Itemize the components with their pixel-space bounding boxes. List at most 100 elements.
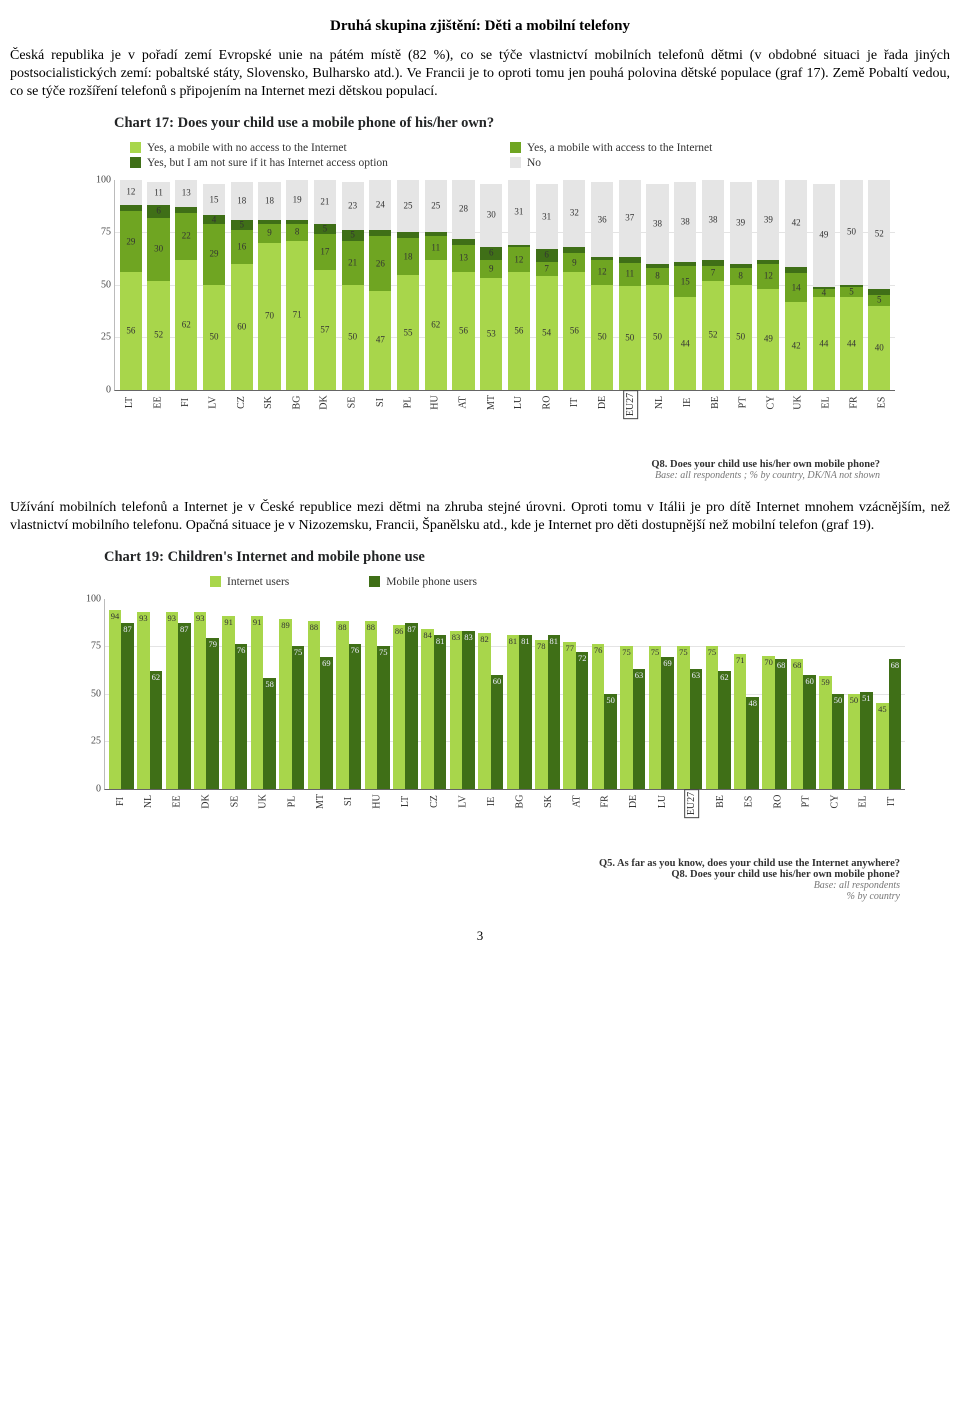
bar-value: 75 <box>622 648 631 657</box>
segment-value: 47 <box>376 336 385 345</box>
segment-value: 49 <box>764 335 773 344</box>
bar-group: 5950 <box>818 599 846 789</box>
y-tick-label: 25 <box>91 736 101 747</box>
bar-group: 8481 <box>420 599 448 789</box>
segment-value: 8 <box>738 272 743 281</box>
x-label-text: LT <box>400 795 411 806</box>
paragraph-2: Užívání mobilních telefonů a Internet je… <box>10 499 950 535</box>
bar-group: 8869 <box>306 599 334 789</box>
bar-value: 78 <box>537 642 546 651</box>
segment-value: 8 <box>655 272 660 281</box>
x-label: LU <box>648 796 677 836</box>
bar-segment-not_sure <box>757 260 779 264</box>
bar-mobile: 87 <box>178 623 191 788</box>
bar-segment-with_access: 21 <box>342 241 364 285</box>
bar-internet: 59 <box>819 676 832 788</box>
bar-value: 62 <box>152 673 161 682</box>
bar-segment-with_access: 11 <box>425 236 447 259</box>
bar-group: 9487 <box>107 599 135 789</box>
bar-column: 561328 <box>450 180 478 390</box>
bar-mobile: 75 <box>292 646 305 789</box>
x-label-text: EL <box>821 396 832 408</box>
bar-mobile: 58 <box>263 678 276 788</box>
x-label-text: EE <box>152 396 163 408</box>
chart17-footer-base: Base: all respondents ; % by country, DK… <box>60 470 880 481</box>
x-label-text: CY <box>829 794 840 808</box>
section-title: Druhá skupina zjištění: Děti a mobilní t… <box>10 18 950 35</box>
x-label: LV <box>449 796 478 836</box>
chart19-x-axis: FINLEEDKSEUKPLMTSIHULTCZLVIEBGSKATFRDELU… <box>104 796 908 836</box>
segment-value: 44 <box>847 339 856 348</box>
bar-internet: 83 <box>450 631 463 789</box>
legend-item: Yes, a mobile with access to the Interne… <box>510 142 850 154</box>
bar-segment-no: 42 <box>785 180 807 267</box>
segment-value: 39 <box>736 218 745 227</box>
segment-value: 56 <box>126 326 135 335</box>
x-label: BG <box>283 397 311 437</box>
x-label-text: RO <box>772 794 783 808</box>
bar-group: 8975 <box>278 599 306 789</box>
segment-value: 15 <box>210 195 219 204</box>
bar-internet: 75 <box>620 646 633 789</box>
segment-value: 17 <box>320 248 329 257</box>
bar-segment-not_sure <box>508 245 530 247</box>
bar-stack: 44550 <box>840 180 862 390</box>
segment-value: 9 <box>572 258 577 267</box>
segment-value: 36 <box>598 215 607 224</box>
bar-value: 81 <box>521 637 530 646</box>
x-label: FI <box>106 796 135 836</box>
x-label-text: BG <box>514 794 525 808</box>
bar-segment-not_sure <box>674 262 696 266</box>
x-label-text: CZ <box>236 396 247 409</box>
segment-value: 56 <box>570 326 579 335</box>
segment-value: 25 <box>431 202 440 211</box>
bar-stack: 421442 <box>785 180 807 390</box>
legend-item: Internet users <box>210 576 289 588</box>
bar-internet: 88 <box>365 621 378 788</box>
segment-value: 16 <box>237 242 246 251</box>
segment-value: 50 <box>653 333 662 342</box>
bar-value: 62 <box>720 673 729 682</box>
bar-value: 68 <box>793 661 802 670</box>
bar-value: 71 <box>736 656 745 665</box>
x-label: EU27 <box>677 796 706 836</box>
chart19-footer-q2: Q8. Does your child use his/her own mobi… <box>50 869 900 880</box>
segment-value: 53 <box>487 330 496 339</box>
chart-17: Chart 17: Does your child use a mobile p… <box>60 115 900 481</box>
bar-value: 87 <box>123 625 132 634</box>
bar-group: 8383 <box>448 599 476 789</box>
x-label-text: DE <box>597 396 608 409</box>
chart19-footer-base: Base: all respondents% by country <box>50 880 900 902</box>
x-label: FI <box>172 397 200 437</box>
bar-value: 60 <box>805 677 814 686</box>
bar-segment-with_access: 30 <box>147 218 169 281</box>
x-label-text: SK <box>263 396 274 409</box>
legend-swatch <box>510 157 521 168</box>
x-label-text: SE <box>229 795 240 807</box>
bar-internet: 45 <box>876 703 889 789</box>
bar-segment-no_access: 44 <box>674 297 696 389</box>
segment-value: 70 <box>265 312 274 321</box>
bar-segment-no_access: 50 <box>730 285 752 390</box>
bar-segment-no: 28 <box>452 180 474 239</box>
x-label-text: BE <box>710 396 721 409</box>
x-label-text: PT <box>801 795 812 807</box>
bar-segment-no_access: 56 <box>120 272 142 390</box>
segment-value: 12 <box>126 188 135 197</box>
x-label: LT <box>116 397 144 437</box>
bar-segment-no: 37 <box>619 180 641 257</box>
segment-value: 5 <box>323 225 328 234</box>
bar-internet: 77 <box>563 642 576 788</box>
segment-value: 29 <box>126 237 135 246</box>
segment-value: 30 <box>487 211 496 220</box>
bar-value: 81 <box>436 637 445 646</box>
bar-segment-with_access: 5 <box>840 287 862 298</box>
bar-segment-no_access: 44 <box>813 297 835 389</box>
bar-segment-not_sure <box>286 220 308 224</box>
x-label-text: DK <box>319 395 330 409</box>
x-label: LU <box>505 397 533 437</box>
bar-column: 501236 <box>588 180 616 390</box>
bar-segment-no_access: 56 <box>508 272 530 390</box>
segment-value: 44 <box>819 339 828 348</box>
x-label-text: MT <box>486 395 497 410</box>
